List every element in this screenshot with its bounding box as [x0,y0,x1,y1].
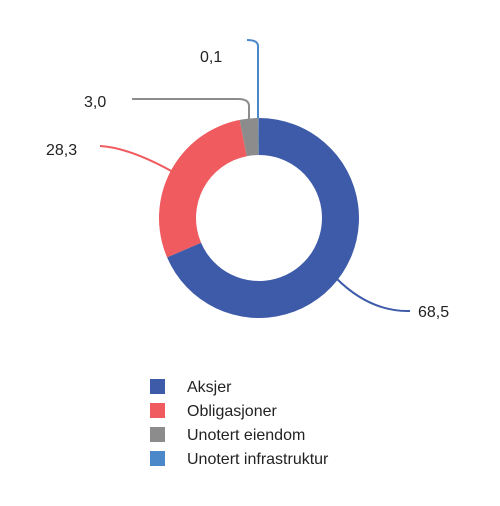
slice-unotert-eiendom [239,118,259,157]
legend-swatch-aksjer [150,379,165,394]
legend-label-aksjer: Aksjer [187,379,232,396]
leader-line-aksjer [335,277,411,313]
data-label-unotert-infrastruktur: 0,1 [200,49,222,66]
slice-aksjer [167,118,359,318]
leader-line-unotert-infrastruktur [246,39,259,118]
legend-label-unotert-infrastruktur: Unotert infrastruktur [187,451,329,468]
legend-swatch-obligasjoner [150,403,165,418]
legend: Aksjer Obligasjoner Unotert eiendom Unotert… [150,379,329,468]
data-label-unotert-eiendom: 3,0 [84,94,106,111]
data-label-aksjer: 68,5 [418,304,449,321]
leader-line-obligasjoner [99,145,191,183]
data-labels: 68,5 28,3 3,0 0,1 [46,49,449,321]
legend-swatch-unotert-eiendom [150,427,165,442]
slice-unotert-infrastruktur [258,118,259,156]
slice-obligasjoner [159,119,247,258]
legend-label-unotert-eiendom: Unotert eiendom [187,427,305,444]
legend-swatch-unotert-infrastruktur [150,451,165,466]
label-leader-lines [99,39,411,313]
donut-slices [159,118,359,318]
leader-line-unotert-eiendom [132,98,250,120]
data-label-obligasjoner: 28,3 [46,142,77,159]
legend-label-obligasjoner: Obligasjoner [187,403,278,420]
